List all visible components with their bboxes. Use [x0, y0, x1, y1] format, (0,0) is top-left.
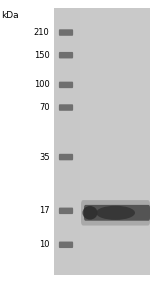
Text: 35: 35	[39, 153, 50, 162]
FancyBboxPatch shape	[54, 8, 150, 275]
FancyBboxPatch shape	[59, 208, 73, 214]
Text: 100: 100	[34, 80, 50, 89]
FancyBboxPatch shape	[59, 29, 73, 36]
FancyBboxPatch shape	[59, 242, 73, 248]
Text: 210: 210	[34, 28, 50, 37]
FancyBboxPatch shape	[59, 154, 73, 160]
Text: 150: 150	[34, 51, 50, 60]
Text: 10: 10	[39, 240, 50, 249]
Ellipse shape	[96, 206, 135, 220]
FancyBboxPatch shape	[80, 8, 150, 275]
FancyBboxPatch shape	[59, 52, 73, 58]
FancyBboxPatch shape	[59, 104, 73, 111]
Text: kDa: kDa	[1, 11, 18, 20]
Text: 17: 17	[39, 206, 50, 215]
Ellipse shape	[82, 206, 98, 220]
FancyBboxPatch shape	[81, 200, 150, 226]
FancyBboxPatch shape	[84, 205, 150, 221]
FancyBboxPatch shape	[59, 82, 73, 88]
Text: 70: 70	[39, 103, 50, 112]
